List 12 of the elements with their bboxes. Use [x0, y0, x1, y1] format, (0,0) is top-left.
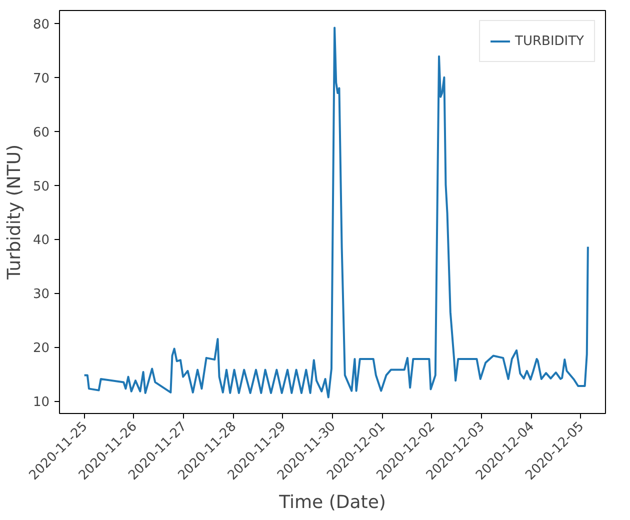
y-tick-label: 60 — [32, 125, 50, 140]
y-tick-label: 70 — [32, 71, 50, 86]
y-tick-label: 10 — [32, 395, 50, 410]
y-axis-title: Turbidity (NTU) — [4, 144, 25, 281]
legend-label: TURBIDITY — [515, 34, 584, 48]
y-tick-label: 20 — [32, 341, 50, 356]
x-axis-title: Time (Date) — [278, 492, 386, 513]
y-tick-label: 80 — [32, 17, 50, 32]
line-series — [83, 26, 589, 398]
y-tick-label: 40 — [32, 233, 50, 248]
y-tick-label: 30 — [32, 287, 50, 302]
y-tick-label: 50 — [32, 179, 50, 194]
